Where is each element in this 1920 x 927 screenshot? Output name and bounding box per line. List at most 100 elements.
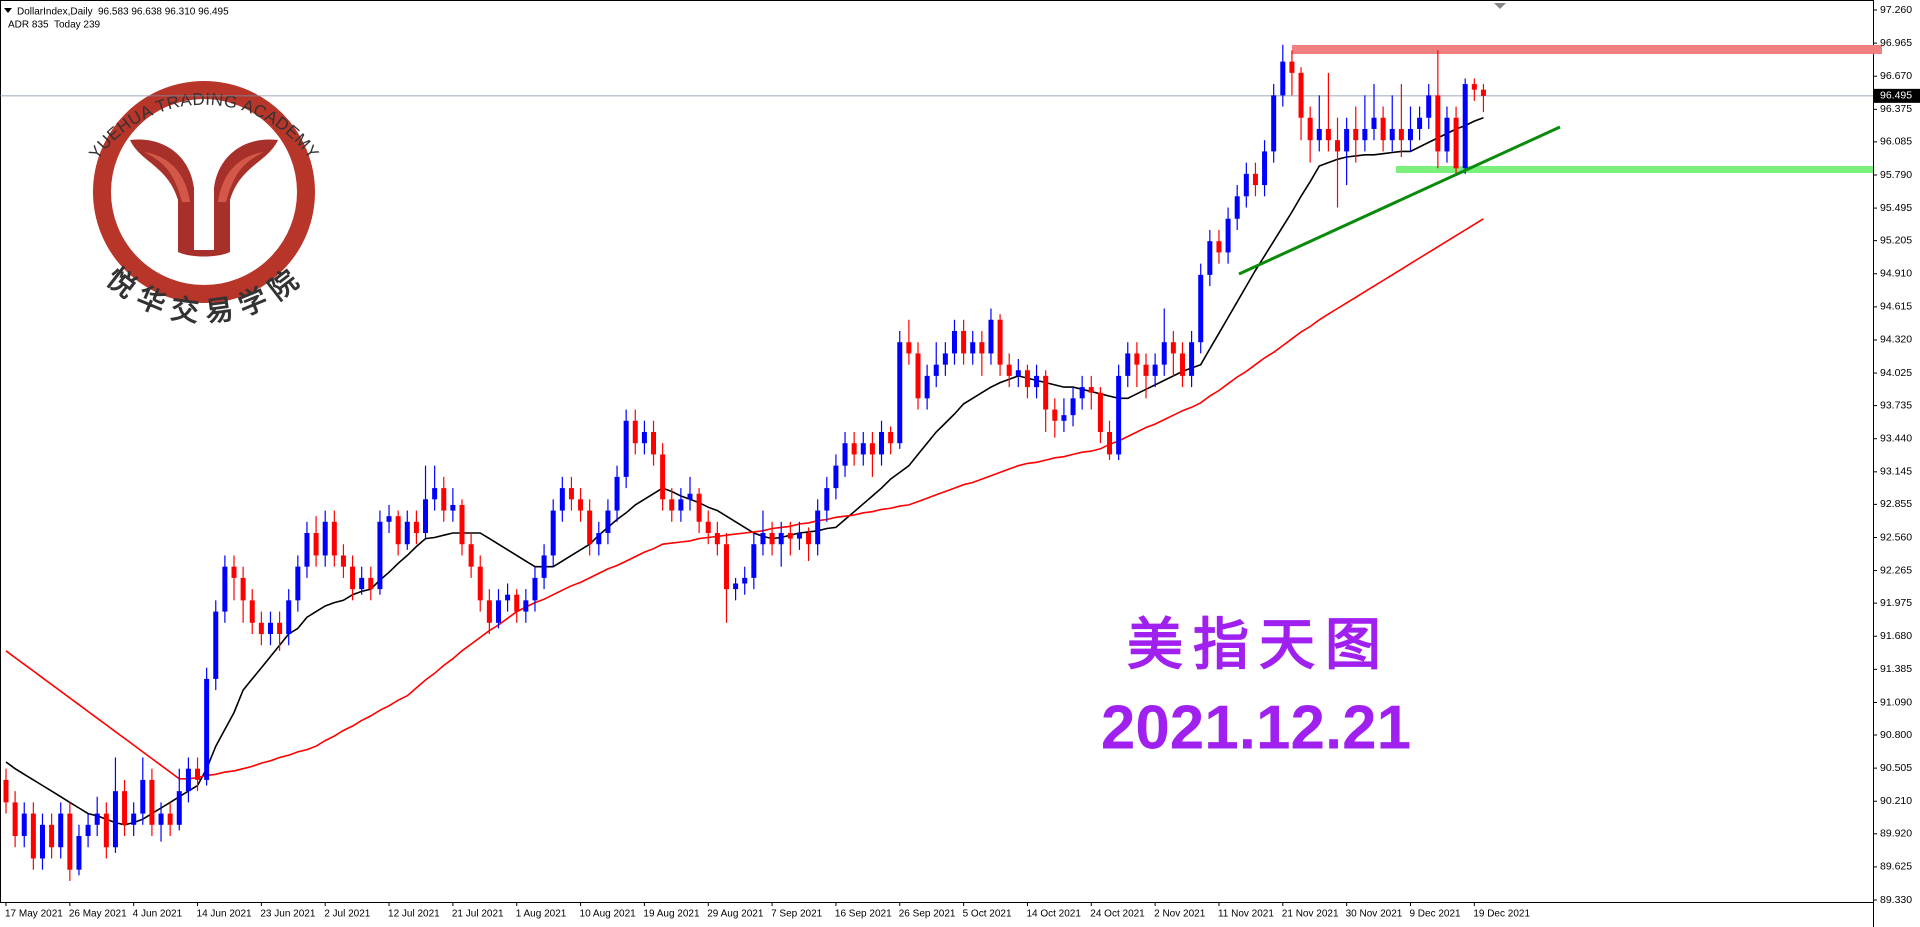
candle-body	[997, 319, 1003, 365]
candle-body	[1015, 370, 1021, 376]
candle-body	[1079, 387, 1085, 399]
candle-body	[1280, 61, 1286, 96]
candle-body	[888, 431, 894, 444]
y-tick-label: 92.560	[1880, 531, 1912, 543]
y-tick-label: 92.265	[1880, 564, 1912, 576]
x-tick-label: 17 May 2021	[5, 909, 63, 920]
candle-body	[277, 622, 283, 635]
candle-body	[815, 510, 821, 545]
candle-body	[495, 600, 501, 623]
x-tick-label: 5 Oct 2021	[963, 909, 1012, 920]
y-tick-label: 95.205	[1880, 234, 1912, 246]
candle-body	[1398, 128, 1404, 141]
x-tick-label: 26 Sep 2021	[899, 909, 956, 920]
candle-body	[733, 583, 739, 590]
zones	[1292, 45, 1882, 173]
candle-body	[1125, 353, 1131, 376]
moving-average	[5, 218, 1484, 780]
candle-body	[1043, 375, 1049, 410]
candle-body	[94, 813, 100, 825]
y-tick-label: 91.975	[1880, 597, 1912, 609]
candle-body	[258, 622, 264, 635]
candle-body	[1389, 128, 1395, 141]
candle-body	[304, 533, 310, 567]
candle-body	[742, 577, 748, 584]
candle-body	[67, 813, 73, 870]
y-tick-label: 91.385	[1880, 663, 1912, 675]
candle-body	[1034, 375, 1040, 388]
candle-body	[1417, 117, 1423, 129]
candle-body	[1006, 364, 1012, 376]
candle-body	[879, 431, 885, 455]
candle-body	[76, 836, 82, 870]
candle-body	[1116, 375, 1122, 455]
candle-body	[231, 566, 237, 578]
y-tick-label: 96.375	[1880, 103, 1912, 115]
candle-body	[869, 443, 875, 455]
candle-body	[568, 488, 574, 500]
candle-body	[1189, 342, 1195, 376]
candle-body	[1335, 140, 1341, 152]
x-tick-label: 30 Nov 2021	[1346, 909, 1403, 920]
x-tick-label: 10 Aug 2021	[580, 909, 637, 920]
x-tick-label: 7 Sep 2021	[771, 909, 823, 920]
candle-body	[897, 342, 903, 444]
y-tick-label: 93.440	[1880, 433, 1912, 445]
candle-body	[578, 499, 584, 511]
candle-body	[614, 476, 620, 511]
candle-body	[331, 521, 337, 556]
candle-body	[39, 824, 45, 859]
candle-body	[760, 533, 766, 545]
candle-body	[240, 577, 246, 601]
y-tick-label: 89.625	[1880, 861, 1912, 873]
x-tick-label: 12 Jul 2021	[388, 909, 440, 920]
candle-body	[1170, 342, 1176, 354]
candle-body	[1344, 128, 1350, 152]
candle-body	[1380, 117, 1386, 141]
candle-body	[796, 533, 802, 539]
x-tick-label: 19 Aug 2021	[643, 909, 700, 920]
candle-body	[30, 813, 36, 859]
candle-body	[386, 516, 392, 522]
resistance-zone	[1292, 45, 1882, 54]
candle-body	[204, 678, 210, 780]
y-tick-label: 96.965	[1880, 37, 1912, 49]
y-tick-label: 95.495	[1880, 202, 1912, 214]
candle-body	[860, 443, 866, 455]
candle-body	[714, 533, 720, 545]
candle-body	[1207, 241, 1213, 275]
candle-body	[1061, 415, 1067, 421]
candle-body	[213, 611, 219, 679]
candle-body	[103, 813, 109, 848]
candle-body	[632, 420, 638, 444]
candle-body	[833, 465, 839, 489]
candle-body	[1362, 128, 1368, 141]
candle-body	[723, 544, 729, 590]
candle-body	[924, 375, 930, 399]
candle-body	[395, 516, 401, 545]
candle-body	[1462, 84, 1468, 169]
x-tick-label: 2 Jul 2021	[324, 909, 371, 920]
y-tick-label: 96.670	[1880, 70, 1912, 82]
candle-body	[587, 510, 593, 545]
y-tick-label: 93.735	[1880, 399, 1912, 411]
y-tick-label: 90.800	[1880, 729, 1912, 741]
candle-body	[1161, 342, 1167, 365]
x-tick-label: 4 Jun 2021	[133, 909, 183, 920]
candle-body	[486, 600, 492, 623]
candle-body	[1198, 274, 1204, 343]
candle-body	[1216, 241, 1222, 253]
candle-body	[322, 521, 328, 556]
candle-body	[423, 499, 429, 534]
candle-body	[842, 443, 848, 466]
candle-body	[678, 499, 684, 511]
candle-body	[368, 577, 374, 590]
support-zone	[1396, 166, 1873, 173]
candle-body	[769, 533, 775, 545]
header-ohlc: 96.583 96.638 96.310 96.495	[98, 7, 229, 18]
trend-line	[1238, 125, 1561, 276]
candle-body	[1143, 364, 1149, 376]
y-tick-label: 94.320	[1880, 334, 1912, 346]
candle-body	[1262, 151, 1268, 186]
